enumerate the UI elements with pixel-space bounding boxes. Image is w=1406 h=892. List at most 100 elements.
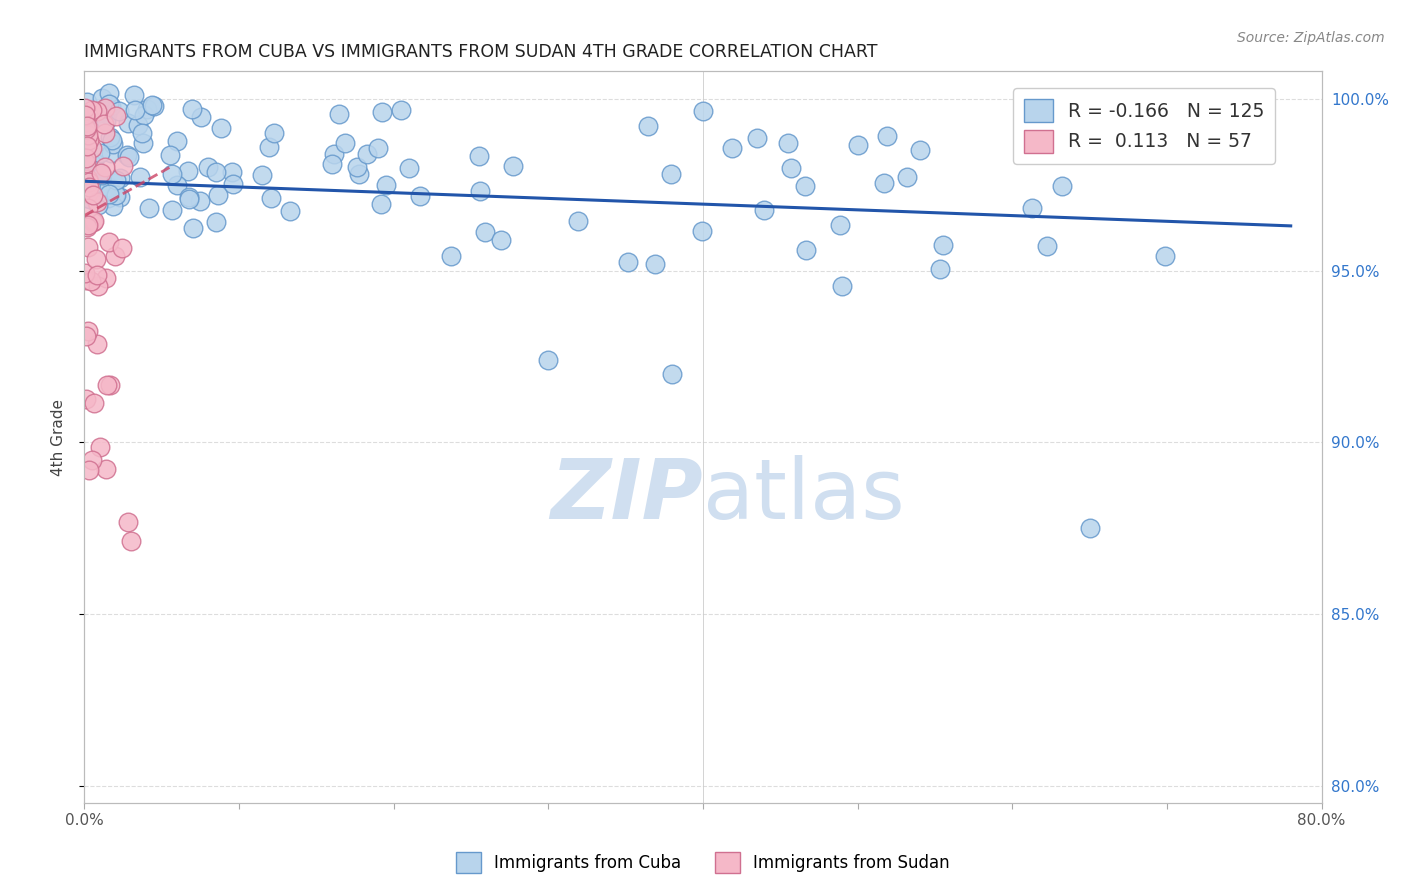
Point bbox=[94, 126, 117, 140]
Point bbox=[86, 106, 108, 120]
Point bbox=[100, 98, 122, 112]
Point bbox=[537, 352, 560, 367]
Point bbox=[356, 147, 378, 161]
Point bbox=[103, 249, 125, 263]
Point bbox=[690, 224, 713, 238]
Point bbox=[1036, 239, 1059, 253]
Point bbox=[1076, 140, 1098, 154]
Point bbox=[86, 336, 108, 351]
Point bbox=[108, 103, 131, 118]
Point bbox=[77, 180, 100, 194]
Text: IMMIGRANTS FROM CUBA VS IMMIGRANTS FROM SUDAN 4TH GRADE CORRELATION CHART: IMMIGRANTS FROM CUBA VS IMMIGRANTS FROM … bbox=[84, 44, 877, 62]
Point bbox=[82, 215, 104, 229]
Point bbox=[80, 141, 103, 155]
Point bbox=[252, 168, 274, 182]
Point bbox=[75, 106, 97, 120]
Point bbox=[105, 188, 128, 202]
Point bbox=[89, 145, 111, 160]
Point bbox=[91, 177, 114, 191]
Point bbox=[94, 270, 117, 285]
Point bbox=[132, 107, 155, 121]
Point bbox=[794, 244, 817, 258]
Point bbox=[846, 137, 869, 152]
Point bbox=[96, 378, 118, 392]
Point bbox=[222, 177, 245, 191]
Point bbox=[115, 148, 138, 162]
Text: Source: ZipAtlas.com: Source: ZipAtlas.com bbox=[1237, 31, 1385, 45]
Point bbox=[209, 120, 232, 135]
Point bbox=[83, 396, 105, 410]
Point bbox=[75, 266, 97, 280]
Point bbox=[468, 184, 491, 198]
Point bbox=[97, 186, 120, 201]
Point bbox=[76, 219, 98, 234]
Point bbox=[98, 86, 121, 100]
Point bbox=[73, 101, 96, 115]
Point bbox=[122, 87, 145, 102]
Point bbox=[79, 192, 101, 206]
Point bbox=[143, 98, 166, 112]
Point bbox=[188, 194, 211, 208]
Point bbox=[112, 159, 135, 173]
Point bbox=[659, 167, 682, 181]
Point bbox=[101, 199, 124, 213]
Point bbox=[793, 179, 815, 194]
Point bbox=[489, 233, 512, 247]
Point bbox=[692, 103, 714, 118]
Point bbox=[100, 146, 122, 161]
Point bbox=[721, 141, 744, 155]
Point bbox=[97, 180, 120, 194]
Point bbox=[86, 268, 108, 282]
Point bbox=[141, 98, 163, 112]
Point bbox=[104, 173, 127, 187]
Point bbox=[873, 176, 896, 190]
Point bbox=[110, 241, 132, 255]
Point bbox=[73, 109, 96, 123]
Point bbox=[91, 169, 114, 183]
Point bbox=[120, 533, 142, 548]
Point bbox=[91, 91, 114, 105]
Point bbox=[77, 171, 100, 186]
Point bbox=[75, 151, 97, 165]
Point bbox=[257, 140, 280, 154]
Point bbox=[1206, 137, 1229, 152]
Point bbox=[260, 191, 283, 205]
Point bbox=[80, 274, 103, 288]
Point bbox=[876, 129, 898, 144]
Point bbox=[166, 178, 188, 193]
Point bbox=[83, 155, 105, 169]
Point bbox=[90, 165, 112, 179]
Point bbox=[190, 110, 212, 124]
Point bbox=[644, 257, 666, 271]
Point bbox=[166, 135, 188, 149]
Point bbox=[80, 103, 103, 118]
Point bbox=[637, 119, 659, 133]
Point bbox=[76, 328, 98, 343]
Point bbox=[780, 161, 803, 175]
Point bbox=[76, 121, 98, 136]
Point bbox=[205, 214, 228, 228]
Point bbox=[77, 175, 100, 189]
Point bbox=[617, 255, 640, 269]
Point bbox=[132, 136, 155, 151]
Point bbox=[76, 119, 98, 133]
Point bbox=[93, 117, 115, 131]
Point bbox=[94, 101, 117, 115]
Point bbox=[86, 103, 108, 118]
Legend: Immigrants from Cuba, Immigrants from Sudan: Immigrants from Cuba, Immigrants from Su… bbox=[450, 846, 956, 880]
Point bbox=[160, 203, 183, 218]
Point bbox=[117, 150, 139, 164]
Point bbox=[76, 191, 98, 205]
Point bbox=[73, 109, 96, 123]
Point bbox=[752, 202, 775, 217]
Point bbox=[94, 161, 117, 175]
Point bbox=[108, 170, 131, 185]
Point bbox=[370, 105, 392, 120]
Point bbox=[1078, 521, 1101, 535]
Point bbox=[75, 273, 97, 287]
Point bbox=[828, 219, 851, 233]
Point bbox=[129, 170, 152, 185]
Point bbox=[77, 463, 100, 477]
Point bbox=[278, 203, 301, 218]
Point bbox=[321, 157, 343, 171]
